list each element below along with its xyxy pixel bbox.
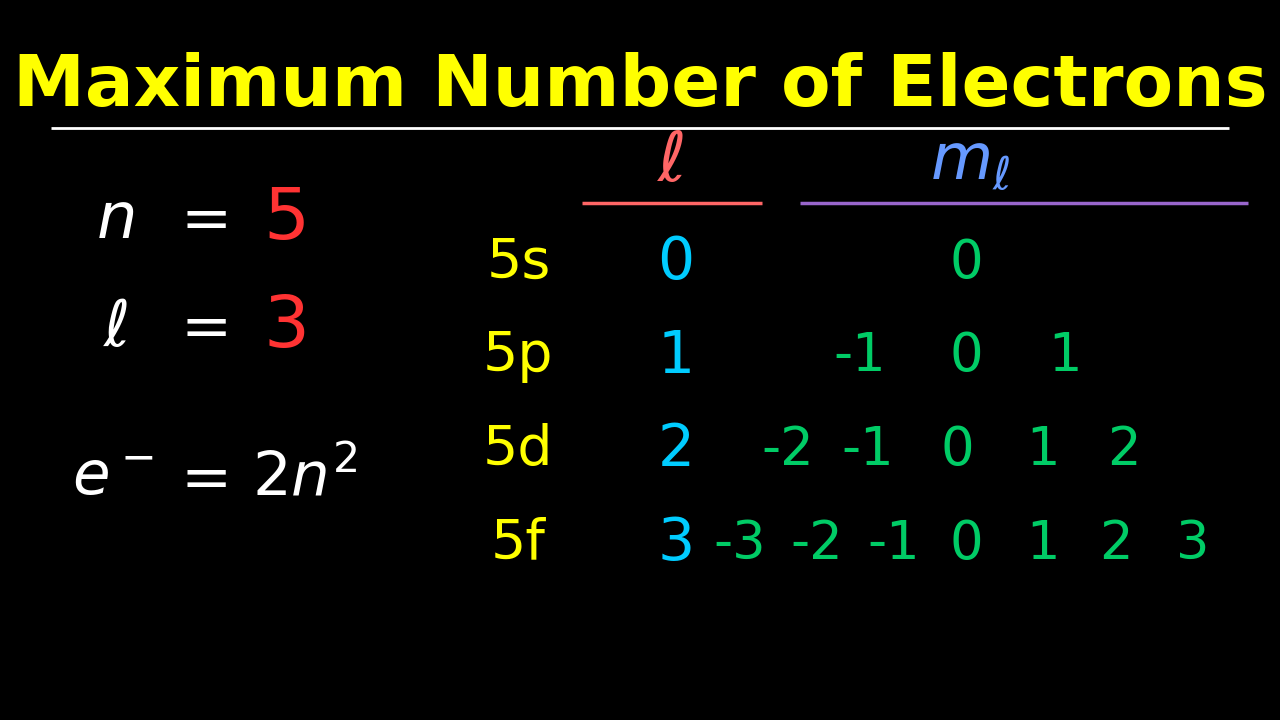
Text: $n$: $n$ bbox=[96, 189, 134, 251]
Text: $e^-$: $e^-$ bbox=[72, 449, 154, 508]
Text: -1: -1 bbox=[867, 518, 920, 570]
Text: 1: 1 bbox=[1027, 518, 1060, 570]
Text: $\ell$: $\ell$ bbox=[102, 297, 128, 359]
Text: 0: 0 bbox=[950, 237, 983, 289]
Text: 5f: 5f bbox=[492, 517, 545, 570]
Text: -1: -1 bbox=[833, 330, 887, 382]
Text: 2: 2 bbox=[1100, 518, 1133, 570]
Text: 3: 3 bbox=[1176, 518, 1210, 570]
Text: 2: 2 bbox=[657, 421, 695, 479]
Text: $=$: $=$ bbox=[169, 190, 228, 249]
Text: $2n^2$: $2n^2$ bbox=[252, 449, 357, 508]
Text: 0: 0 bbox=[941, 424, 974, 476]
Text: 0: 0 bbox=[950, 518, 983, 570]
Text: 0: 0 bbox=[657, 234, 695, 292]
Text: -1: -1 bbox=[841, 424, 895, 476]
Text: 1: 1 bbox=[657, 328, 695, 385]
Text: Maximum Number of Electrons: Maximum Number of Electrons bbox=[13, 52, 1267, 121]
Text: 5p: 5p bbox=[483, 329, 554, 383]
Text: $5$: $5$ bbox=[264, 185, 305, 254]
Text: $\ell$: $\ell$ bbox=[657, 128, 685, 196]
Text: $=$: $=$ bbox=[169, 298, 228, 357]
Text: 3: 3 bbox=[657, 515, 695, 572]
Text: 5d: 5d bbox=[483, 423, 554, 477]
Text: -2: -2 bbox=[790, 518, 844, 570]
Text: 5s: 5s bbox=[486, 236, 550, 289]
Text: 1: 1 bbox=[1027, 424, 1060, 476]
Text: $=$: $=$ bbox=[169, 449, 228, 508]
Text: $m_\ell$: $m_\ell$ bbox=[931, 131, 1010, 193]
Text: 0: 0 bbox=[950, 330, 983, 382]
Text: 1: 1 bbox=[1048, 330, 1082, 382]
Text: -2: -2 bbox=[760, 424, 814, 476]
Text: $3$: $3$ bbox=[262, 293, 306, 362]
Text: 2: 2 bbox=[1107, 424, 1140, 476]
Text: -3: -3 bbox=[713, 518, 767, 570]
